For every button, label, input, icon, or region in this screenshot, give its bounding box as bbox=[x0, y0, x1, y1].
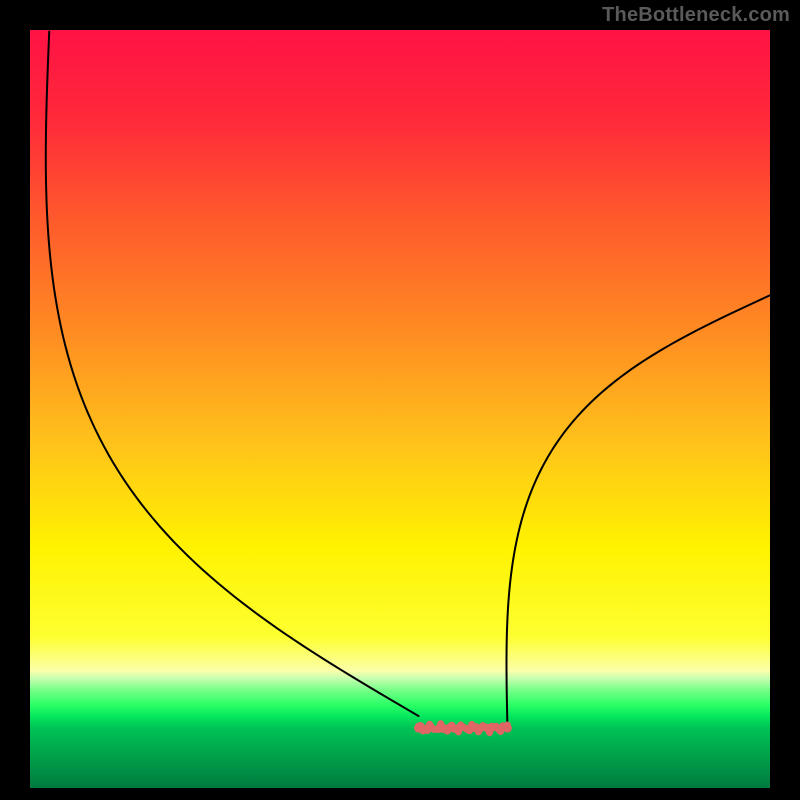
watermark-text: TheBottleneck.com bbox=[602, 4, 790, 27]
bottleneck-curve-plot bbox=[30, 30, 770, 788]
chart-container: TheBottleneck.com bbox=[0, 0, 800, 800]
